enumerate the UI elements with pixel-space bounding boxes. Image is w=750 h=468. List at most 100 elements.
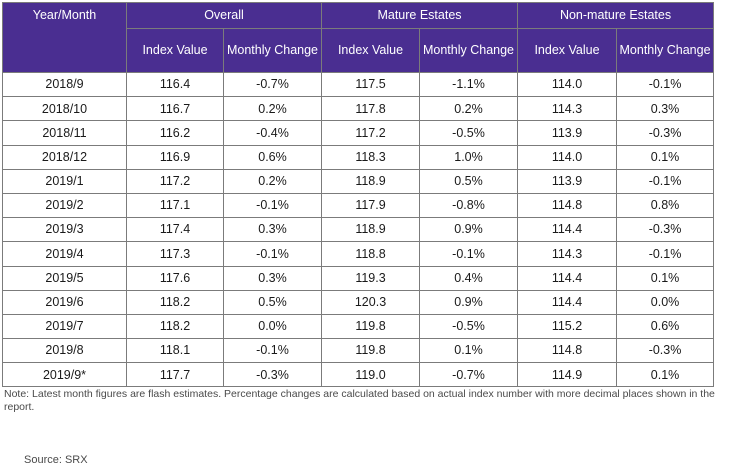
mature-index-cell: 119.0 bbox=[321, 362, 420, 388]
mature-change-cell: -0.7% bbox=[418, 362, 519, 388]
table-row: 2019/3 117.4 0.3% 118.9 0.9% 114.4 -0.3% bbox=[2, 217, 715, 243]
mature-change-cell: 0.5% bbox=[418, 168, 519, 194]
mature-index-cell: 119.3 bbox=[321, 265, 420, 291]
non-mature-index-cell: 114.0 bbox=[517, 71, 618, 98]
year-month-cell: 2018/9 bbox=[2, 71, 127, 98]
non-mature-change-cell: 0.1% bbox=[616, 362, 715, 388]
non-mature-index-cell: 114.8 bbox=[517, 192, 618, 219]
mature-change-cell: 0.2% bbox=[418, 96, 519, 122]
mature-index-cell: 118.8 bbox=[321, 241, 420, 267]
year-month-cell: 2019/3 bbox=[2, 217, 127, 243]
non-mature-index-cell: 114.3 bbox=[517, 96, 618, 122]
overall-change-cell: 0.5% bbox=[223, 289, 322, 315]
mature-change-cell: 0.9% bbox=[418, 217, 519, 243]
overall-index-cell: 116.2 bbox=[126, 120, 224, 146]
non-mature-change-cell: 0.0% bbox=[616, 289, 715, 315]
overall-change-cell: -0.1% bbox=[223, 241, 322, 267]
non-mature-index-cell: 114.8 bbox=[517, 338, 618, 364]
overall-index-cell: 117.7 bbox=[126, 362, 224, 388]
mature-change-cell: -1.1% bbox=[418, 71, 519, 98]
overall-change-cell: 0.2% bbox=[223, 96, 322, 122]
non-mature-index-cell: 114.3 bbox=[517, 241, 618, 267]
mature-index-cell: 120.3 bbox=[321, 289, 420, 315]
mature-index-cell: 118.9 bbox=[321, 168, 420, 194]
non-mature-index-cell: 113.9 bbox=[517, 120, 618, 146]
overall-index-cell: 118.2 bbox=[126, 313, 224, 340]
overall-change-cell: 0.3% bbox=[223, 265, 322, 291]
mature-index-cell: 119.8 bbox=[321, 313, 420, 340]
table-row: 2019/7 118.2 0.0% 119.8 -0.5% 115.2 0.6% bbox=[2, 313, 715, 340]
overall-index-cell: 118.1 bbox=[126, 338, 224, 364]
overall-change-cell: 0.2% bbox=[223, 168, 322, 194]
mature-change-cell: 0.4% bbox=[418, 265, 519, 291]
mature-change-cell: 0.1% bbox=[418, 338, 519, 364]
non-mature-change-cell: 0.1% bbox=[616, 265, 715, 291]
mature-change-cell: 0.9% bbox=[418, 289, 519, 315]
non-mature-change-cell: 0.8% bbox=[616, 192, 715, 219]
table-row: 2018/9 116.4 -0.7% 117.5 -1.1% 114.0 -0.1% bbox=[2, 71, 715, 98]
overall-change-cell: -0.1% bbox=[223, 338, 322, 364]
mature-index-cell: 117.9 bbox=[321, 192, 420, 219]
non-mature-index-value-header: Index Value bbox=[517, 28, 618, 73]
year-month-cell: 2019/5 bbox=[2, 265, 127, 291]
non-mature-change-cell: -0.1% bbox=[616, 241, 715, 267]
footnote: Note: Latest month figures are flash est… bbox=[4, 388, 715, 413]
year-month-cell: 2019/7 bbox=[2, 313, 127, 340]
year-month-cell: 2018/12 bbox=[2, 144, 127, 170]
year-month-cell: 2019/8 bbox=[2, 338, 127, 364]
year-month-cell: 2019/6 bbox=[2, 289, 127, 315]
mature-index-cell: 117.8 bbox=[321, 96, 420, 122]
mature-change-cell: -0.1% bbox=[418, 241, 519, 267]
overall-change-cell: -0.3% bbox=[223, 362, 322, 388]
mature-index-cell: 117.2 bbox=[321, 120, 420, 146]
header-group-row: Year/Month Overall Mature Estates Non-ma… bbox=[2, 2, 715, 73]
source-citation: Source: SRX bbox=[24, 454, 88, 466]
mature-index-cell: 118.3 bbox=[321, 144, 420, 170]
overall-change-cell: 0.0% bbox=[223, 313, 322, 340]
mature-index-cell: 117.5 bbox=[321, 71, 420, 98]
mature-change-cell: -0.8% bbox=[418, 192, 519, 219]
rental-index-table: Year/Month Overall Mature Estates Non-ma… bbox=[2, 2, 715, 388]
non-mature-index-cell: 114.4 bbox=[517, 265, 618, 291]
non-mature-change-cell: 0.6% bbox=[616, 313, 715, 340]
overall-index-cell: 117.4 bbox=[126, 217, 224, 243]
non-mature-change-cell: 0.1% bbox=[616, 144, 715, 170]
year-month-cell: 2018/11 bbox=[2, 120, 127, 146]
mature-index-value-header: Index Value bbox=[321, 28, 420, 73]
non-mature-index-cell: 114.4 bbox=[517, 289, 618, 315]
non-mature-change-cell: -0.1% bbox=[616, 168, 715, 194]
non-mature-estates-header: Non-mature Estates bbox=[517, 2, 715, 29]
overall-header: Overall bbox=[126, 2, 322, 29]
table-row: 2019/6 118.2 0.5% 120.3 0.9% 114.4 0.0% bbox=[2, 289, 715, 315]
overall-change-cell: -0.4% bbox=[223, 120, 322, 146]
mature-index-cell: 118.9 bbox=[321, 217, 420, 243]
non-mature-index-cell: 115.2 bbox=[517, 313, 618, 340]
non-mature-change-cell: 0.3% bbox=[616, 96, 715, 122]
table-row: 2019/8 118.1 -0.1% 119.8 0.1% 114.8 -0.3% bbox=[2, 338, 715, 364]
table-row: 2018/12 116.9 0.6% 118.3 1.0% 114.0 0.1% bbox=[2, 144, 715, 170]
overall-index-cell: 116.4 bbox=[126, 71, 224, 98]
mature-monthly-change-header: Monthly Change bbox=[418, 28, 519, 73]
table-row: 2019/1 117.2 0.2% 118.9 0.5% 113.9 -0.1% bbox=[2, 168, 715, 194]
year-month-header: Year/Month bbox=[2, 2, 127, 73]
year-month-cell: 2019/1 bbox=[2, 168, 127, 194]
non-mature-index-cell: 114.9 bbox=[517, 362, 618, 388]
overall-index-cell: 116.9 bbox=[126, 144, 224, 170]
overall-change-cell: -0.7% bbox=[223, 71, 322, 98]
table-row: 2018/10 116.7 0.2% 117.8 0.2% 114.3 0.3% bbox=[2, 96, 715, 122]
table-body: 2018/9 116.4 -0.7% 117.5 -1.1% 114.0 -0.1% 2018… bbox=[2, 71, 715, 388]
table-row: 2019/4 117.3 -0.1% 118.8 -0.1% 114.3 -0.1% bbox=[2, 241, 715, 267]
overall-index-cell: 117.6 bbox=[126, 265, 224, 291]
table-row: 2019/9* 117.7 -0.3% 119.0 -0.7% 114.9 0.1% bbox=[2, 362, 715, 388]
year-month-cell: 2018/10 bbox=[2, 96, 127, 122]
non-mature-monthly-change-header: Monthly Change bbox=[616, 28, 715, 73]
mature-estates-header: Mature Estates bbox=[320, 2, 519, 29]
year-month-cell: 2019/2 bbox=[2, 192, 127, 219]
overall-index-cell: 116.7 bbox=[126, 96, 224, 122]
overall-index-cell: 118.2 bbox=[126, 289, 224, 315]
overall-index-value-header: Index Value bbox=[126, 28, 224, 73]
non-mature-index-cell: 113.9 bbox=[517, 168, 618, 194]
table-row: 2018/11 116.2 -0.4% 117.2 -0.5% 113.9 -0.3% bbox=[2, 120, 715, 146]
non-mature-change-cell: -0.3% bbox=[616, 120, 715, 146]
non-mature-index-cell: 114.4 bbox=[517, 217, 618, 243]
